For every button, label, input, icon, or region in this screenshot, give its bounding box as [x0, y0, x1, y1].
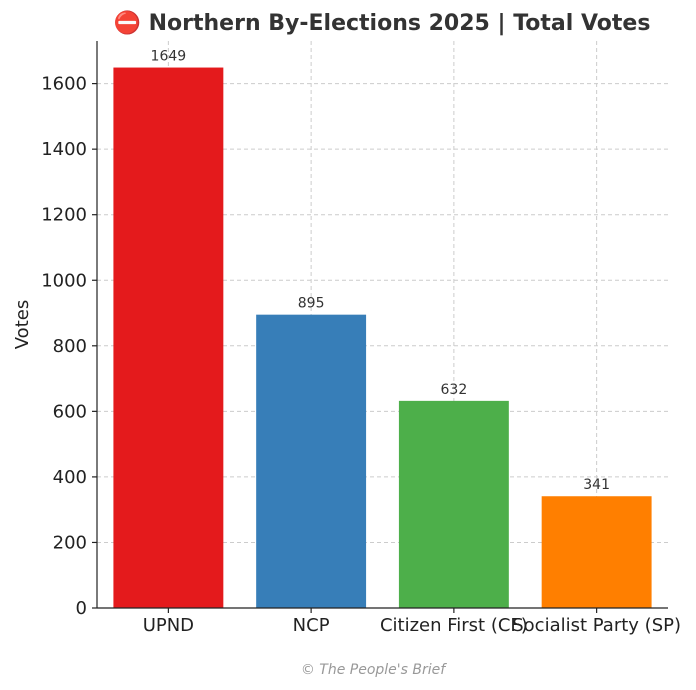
data-labels: 1649 895 632 341: [151, 49, 610, 494]
y-tick-label: 600: [53, 401, 87, 422]
bars: [113, 67, 652, 608]
bar: [256, 314, 367, 608]
y-tick-label: 0: [76, 598, 87, 619]
x-tick-label: Citizen First (CF): [380, 615, 528, 636]
y-tick-label: 1000: [41, 270, 87, 291]
data-label: 632: [441, 382, 468, 398]
x-tick-label: Socialist Party (SP): [512, 615, 681, 636]
footer-credit: © The People's Brief: [301, 662, 447, 678]
axes: [96, 41, 668, 609]
y-tick-label: 200: [53, 532, 87, 553]
data-label: 1649: [151, 49, 187, 65]
chart-title: ⛔ Northern By-Elections 2025 | Total Vot…: [114, 10, 651, 36]
y-tick-label: 1400: [41, 139, 87, 160]
data-label: 895: [298, 296, 325, 312]
x-tick-labels: UPND NCP Citizen First (CF)Socialist Party…: [143, 608, 681, 636]
y-tick-label: 800: [53, 336, 87, 357]
x-tick-label: UPND: [143, 615, 194, 636]
y-tick-label: 1200: [41, 205, 87, 226]
bar: [113, 67, 224, 608]
y-tick-label: 400: [53, 467, 87, 488]
y-axis-label: Votes: [12, 300, 33, 349]
data-label: 341: [583, 477, 610, 493]
y-tick-label: 1600: [41, 74, 87, 95]
bar: [398, 400, 509, 608]
bar: [541, 496, 652, 608]
y-tick-labels: 0 200 400 600 800 1000 1200 1400 1600: [41, 74, 97, 619]
x-tick-label: NCP: [293, 615, 330, 636]
